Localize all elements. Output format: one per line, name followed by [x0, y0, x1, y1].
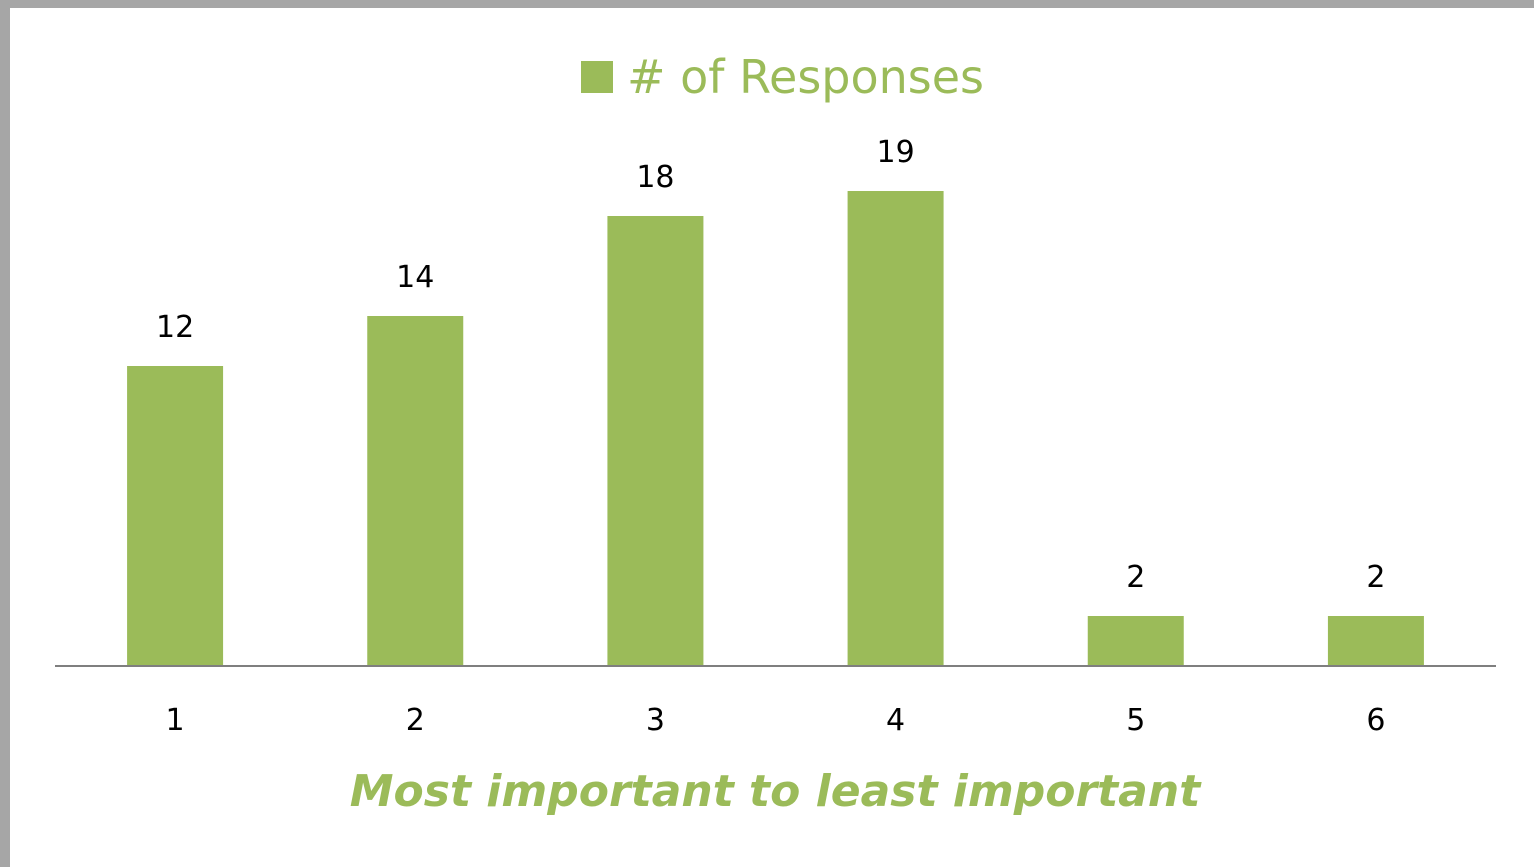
legend-label: # of Responses [627, 50, 984, 104]
bar-6 [1327, 616, 1424, 666]
x-tick-label-1: 1 [166, 703, 185, 738]
legend: # of Responses [581, 50, 984, 104]
x-tick-label-4: 4 [886, 703, 905, 738]
bar-2 [367, 316, 464, 666]
x-tick-label-6: 6 [1366, 703, 1385, 738]
bar-5 [1087, 616, 1184, 666]
data-label-4: 19 [876, 135, 914, 170]
bars: 12 14 18 19 2 2 [127, 135, 1424, 666]
legend-swatch [581, 61, 613, 93]
x-tick-label-3: 3 [646, 703, 665, 738]
data-label-5: 2 [1126, 560, 1145, 595]
bar-3 [607, 216, 704, 666]
x-tick-label-2: 2 [406, 703, 425, 738]
x-axis-title: Most important to least important [350, 766, 1202, 817]
x-tick-label-5: 5 [1126, 703, 1145, 738]
x-tick-labels: 1 2 3 4 5 6 [166, 703, 1386, 738]
data-label-6: 2 [1366, 560, 1385, 595]
data-label-2: 14 [396, 260, 434, 295]
bar-4 [847, 191, 944, 666]
data-label-1: 12 [156, 310, 194, 345]
bar-1 [127, 366, 224, 666]
data-label-3: 18 [636, 160, 674, 195]
